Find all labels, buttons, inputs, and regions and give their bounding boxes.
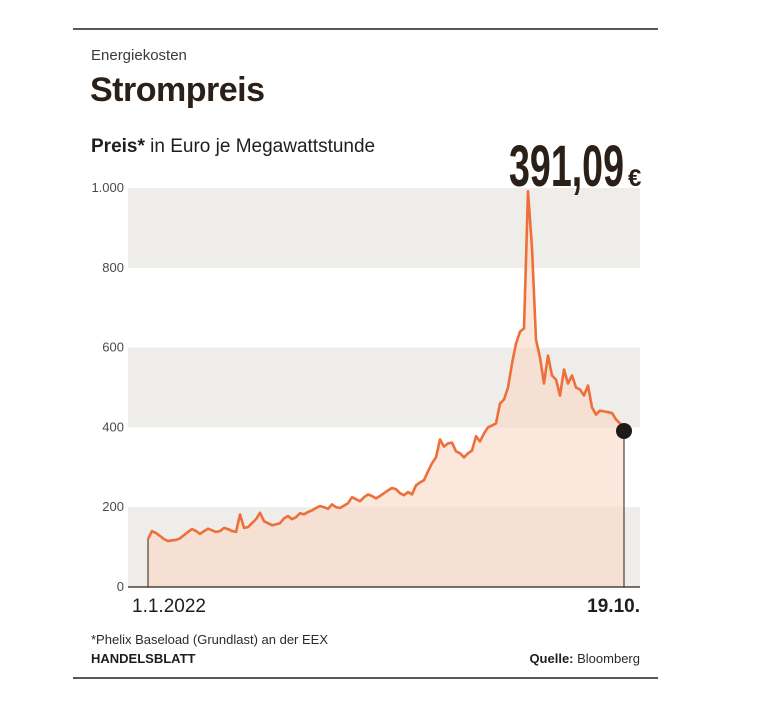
highlight-unit: €	[628, 165, 641, 192]
subtitle-bold: Preis*	[91, 136, 145, 157]
chart-kicker: Energiekosten	[91, 47, 187, 64]
y-tick-label: 0	[117, 579, 124, 594]
highlight-value: 391,09	[509, 134, 624, 199]
y-tick-label: 800	[102, 260, 124, 275]
source-value: Bloomberg	[574, 651, 640, 666]
source-label: Quelle:	[529, 651, 573, 666]
grid-band	[128, 188, 640, 268]
y-tick-label: 600	[102, 340, 124, 355]
subtitle-rest: in Euro je Megawattstunde	[145, 136, 375, 157]
end-point-marker	[616, 422, 632, 439]
series-line	[146, 189, 626, 543]
x-end-label: 19.10.	[587, 596, 640, 617]
source-credit: Quelle: Bloomberg	[529, 651, 640, 666]
series-area	[148, 191, 624, 587]
footnote: *Phelix Baseload (Grundlast) an der EEX	[91, 632, 328, 647]
chart-subtitle: Preis* in Euro je Megawattstunde	[91, 136, 375, 157]
y-axis-ticks: 0 200 400 600 800 1.000	[91, 180, 124, 594]
y-tick-label: 400	[102, 419, 124, 434]
y-tick-label: 200	[102, 499, 124, 514]
chart-title: Strompreis	[90, 71, 265, 109]
x-start-label: 1.1.2022	[132, 596, 206, 617]
y-tick-label: 1.000	[91, 180, 124, 195]
publisher-logo: HANDELSBLATT	[91, 651, 196, 666]
